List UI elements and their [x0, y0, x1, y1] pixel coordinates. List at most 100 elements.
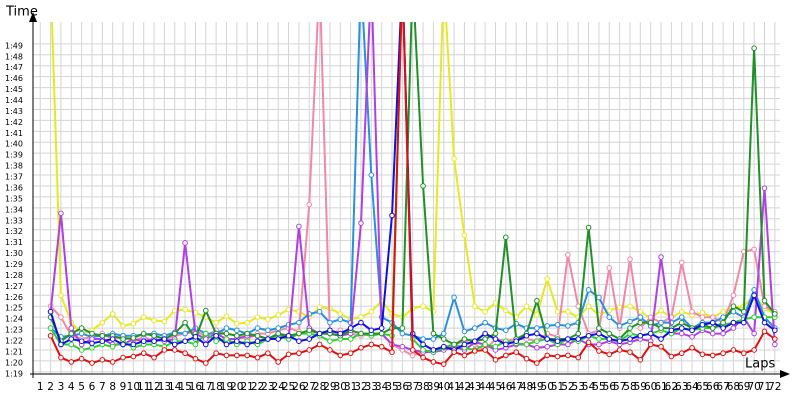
x-tick-label: 63 — [675, 381, 688, 393]
data-point — [627, 318, 633, 325]
x-tick-label: 59 — [634, 381, 647, 393]
data-point — [244, 319, 250, 326]
data-point — [513, 338, 519, 345]
data-point — [234, 332, 240, 339]
y-tick-label: 1:19 — [5, 369, 23, 378]
x-tick-label: 70 — [747, 381, 760, 393]
data-point — [378, 343, 385, 350]
data-point — [306, 336, 313, 342]
y-tick-label: 1:44 — [5, 96, 23, 105]
data-point — [389, 349, 395, 355]
data-point — [606, 265, 613, 271]
data-point — [668, 353, 675, 360]
x-tick-label: 38 — [416, 381, 429, 393]
y-tick-label: 1:47 — [5, 63, 23, 72]
data-point — [223, 336, 230, 342]
data-point — [358, 319, 364, 326]
data-point — [140, 350, 147, 357]
data-point — [347, 325, 354, 331]
data-point — [720, 350, 726, 357]
data-point — [730, 347, 737, 353]
data-point — [99, 338, 106, 345]
data-point — [182, 350, 188, 357]
data-point — [296, 223, 302, 230]
x-tick-label: 1 — [37, 381, 44, 393]
data-point — [296, 330, 302, 337]
data-point — [368, 327, 375, 334]
data-point — [503, 352, 509, 359]
data-point — [616, 347, 623, 353]
x-tick-label: 54 — [582, 381, 596, 393]
data-point — [58, 292, 64, 299]
data-point — [130, 353, 137, 360]
data-point — [151, 354, 157, 361]
data-point — [720, 308, 726, 315]
data-point — [47, 332, 54, 339]
data-point — [585, 224, 592, 231]
data-point — [68, 330, 75, 337]
data-point — [678, 314, 685, 320]
data-point — [368, 308, 375, 315]
x-tick-label: 35 — [385, 381, 398, 393]
data-point — [637, 314, 644, 320]
data-point — [120, 336, 126, 342]
data-point — [461, 341, 468, 348]
data-point — [482, 330, 488, 337]
data-point — [223, 341, 230, 348]
data-point — [140, 330, 147, 337]
y-tick-label: 1:30 — [5, 249, 23, 258]
data-point — [161, 336, 168, 342]
data-point — [523, 332, 530, 339]
data-point — [68, 359, 75, 365]
data-point — [327, 347, 333, 353]
data-point — [523, 355, 530, 362]
data-point — [678, 350, 685, 357]
y-tick-label: 1:42 — [5, 118, 23, 127]
data-point — [399, 325, 406, 331]
data-point — [337, 311, 344, 317]
data-point — [378, 330, 385, 337]
data-point — [58, 210, 64, 217]
data-point — [223, 352, 230, 359]
data-point — [689, 327, 695, 334]
data-point — [471, 338, 478, 345]
data-point — [451, 349, 457, 355]
data-point — [627, 349, 633, 355]
data-point — [534, 312, 540, 318]
data-point — [772, 336, 778, 342]
data-point — [244, 330, 250, 337]
data-point — [647, 341, 654, 348]
data-point — [534, 360, 540, 366]
data-point — [730, 319, 737, 326]
y-tick-label: 1:25 — [5, 304, 23, 313]
data-point — [265, 350, 271, 357]
data-point — [296, 319, 302, 326]
data-point — [709, 330, 716, 337]
plot-area — [47, 22, 778, 367]
data-point — [202, 360, 209, 366]
x-tick-label: 22 — [251, 381, 264, 393]
data-point — [544, 276, 551, 282]
data-point — [337, 330, 344, 337]
x-axis-arrow — [780, 370, 790, 378]
data-point — [358, 220, 364, 226]
data-point — [596, 348, 602, 354]
data-point — [358, 330, 364, 337]
data-point — [327, 338, 333, 345]
x-tick-label: 6 — [89, 381, 96, 393]
data-point — [575, 330, 582, 337]
data-point — [120, 354, 126, 361]
data-point — [658, 343, 664, 350]
x-tick-label: 21 — [240, 381, 253, 393]
data-point — [534, 330, 540, 337]
data-point — [89, 330, 95, 337]
x-tick-label: 27 — [303, 381, 316, 393]
data-point — [544, 352, 551, 359]
x-tick-label: 12 — [147, 381, 160, 393]
data-point — [730, 303, 737, 310]
data-point — [440, 343, 447, 350]
y-tick-label: 1:22 — [5, 337, 23, 346]
data-point — [120, 341, 126, 348]
data-point — [492, 356, 499, 363]
y-tick-label: 1:38 — [5, 162, 23, 171]
